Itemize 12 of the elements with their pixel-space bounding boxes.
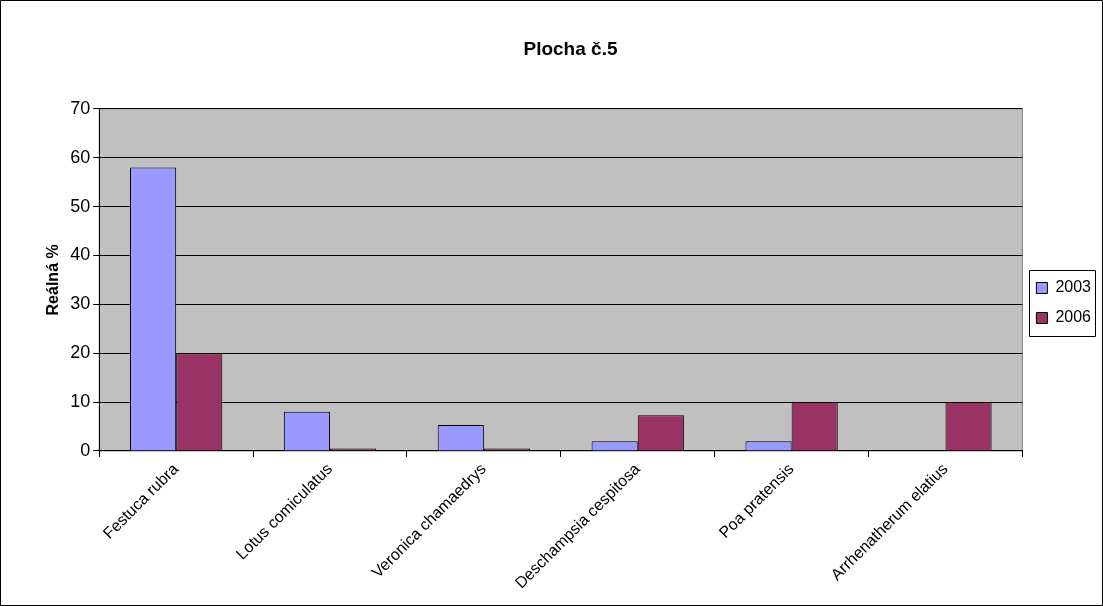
legend-label: 2003 (1055, 278, 1092, 296)
y-tick-label: 50 (70, 195, 91, 216)
y-tick-label: 0 (80, 439, 91, 460)
y-axis-title: Reálná % (44, 244, 62, 316)
y-tick-label: 20 (70, 342, 91, 363)
y-tick-label: 10 (70, 391, 91, 412)
y-tick-label: 40 (70, 244, 91, 265)
y-tick-label: 70 (70, 97, 91, 118)
y-tick-label: 60 (70, 146, 91, 167)
legend-label: 2006 (1055, 308, 1092, 326)
y-tick-label: 30 (70, 293, 91, 314)
chart-title: Plocha č.5 (523, 37, 618, 59)
